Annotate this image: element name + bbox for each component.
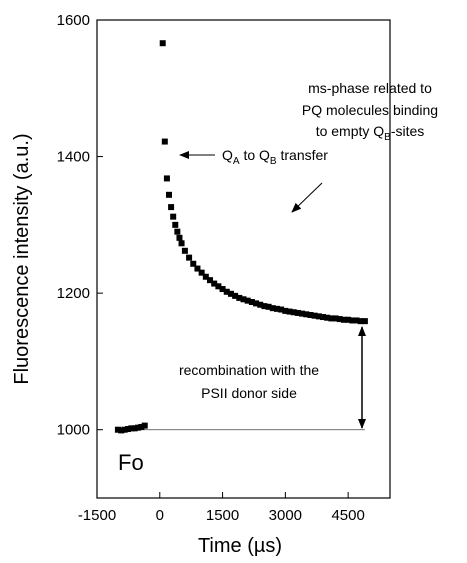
point [294,309,301,316]
annotation-part: to Q [240,147,270,163]
point [181,247,188,254]
point [232,292,239,299]
point [168,204,175,211]
point [211,280,218,287]
annotation-part: PSII donor side [201,385,297,401]
y-tick-label: 1400 [57,149,90,166]
point [315,313,322,320]
point [282,307,289,314]
annotation-part: PQ molecules binding [302,102,438,118]
point [202,273,209,280]
x-axis-label: Time (µs) [198,535,282,557]
x-tick-label: -1500 [78,507,116,524]
y-tick-label: 1600 [57,12,90,29]
plot-frame [96,19,391,499]
point [178,240,185,247]
point [353,317,360,324]
point [349,317,356,324]
point [332,315,339,322]
point [261,303,268,310]
point [190,260,197,267]
annotation: ms-phase related to [308,80,432,96]
point [357,318,364,325]
point [165,191,172,198]
point [172,221,179,228]
annotation: recombination with the [179,362,319,378]
annotation-part: Q [222,147,233,163]
point [273,305,280,312]
point [141,422,148,429]
point [286,308,293,315]
point [170,213,177,220]
point [265,303,272,310]
point [118,427,125,434]
point [207,277,214,284]
arrow [291,182,323,213]
x-tick-label: 1500 [206,507,239,524]
point [174,228,181,235]
annotation: PQ molecules binding [302,102,438,118]
x-tick-label: 0 [156,507,164,524]
point [361,318,368,325]
point [257,301,264,308]
point [299,310,306,317]
point [215,283,222,290]
point [194,265,201,272]
point [131,425,138,432]
annotation-part: ms-phase related to [308,80,432,96]
x-tick-label: 3000 [269,507,302,524]
annotation-part: recombination with the [179,362,319,378]
annotation-part: Fo [118,450,144,475]
point [253,300,260,307]
annotation-part: transfer [277,147,329,163]
annotation: PSII donor side [201,385,297,401]
point [303,311,310,318]
point [124,426,131,433]
y-axis-label: Fluorescence intensity (a.u.) [11,133,33,384]
annotation-part: B [270,156,277,167]
annotation-part: to empty Q [316,123,385,139]
point [128,425,135,432]
annotation-part: -sites [391,123,424,139]
point [236,294,243,301]
annotation: QA to QB transfer [222,147,328,167]
point [186,254,193,261]
point [159,40,166,47]
y-tick-label: 1000 [57,422,90,439]
point [176,234,183,241]
point [248,299,255,306]
y-tick-label: 1200 [57,285,90,302]
point [336,316,343,323]
point [114,426,121,433]
point [244,297,251,304]
point [278,306,285,313]
point [307,311,314,318]
annotation: Fo [118,450,144,475]
point [340,316,347,323]
x-tick-label: 4500 [331,507,364,524]
point [121,426,128,433]
point [324,314,331,321]
annotation-part: A [233,156,240,167]
point [345,316,352,323]
point [198,269,205,276]
point [311,312,318,319]
point [328,315,335,322]
point [163,175,170,182]
point [227,290,234,297]
point [240,296,247,303]
point [161,138,168,145]
point [320,314,327,321]
point [219,286,226,293]
point [269,305,276,312]
point [138,423,145,430]
annotation: to empty QB-sites [316,123,425,143]
annotation-part: B [384,132,391,143]
point [223,288,230,295]
point [135,424,142,431]
point [290,309,297,316]
